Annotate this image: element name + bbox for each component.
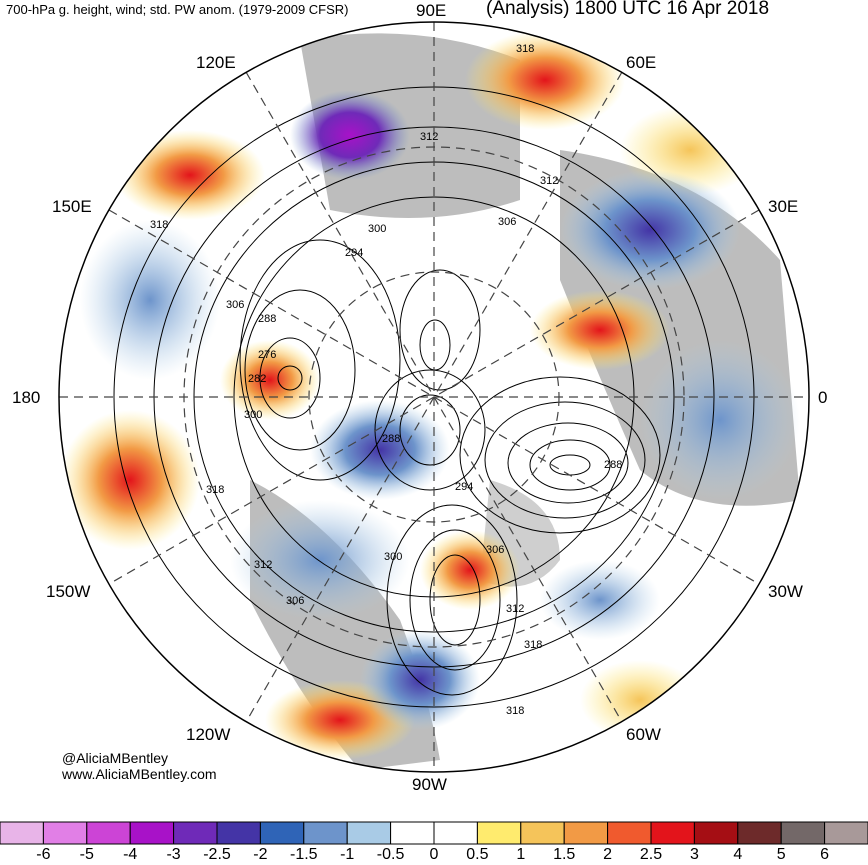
colorbar: [0, 821, 868, 845]
map-field: [59, 22, 809, 772]
colorbar-tick-label: -3: [166, 846, 181, 863]
contour-label: 312: [540, 175, 558, 187]
lon-label-120e: 120E: [196, 53, 236, 72]
graticule: [59, 22, 809, 772]
colorbar-tick-label: -1.5: [290, 846, 318, 863]
colorbar-tick-label: -2.5: [203, 846, 231, 863]
contour-label: 312: [420, 131, 438, 143]
colorbar-swatch: [216, 821, 261, 845]
colorbar-tick-label: 0.5: [466, 846, 489, 863]
contour-labels: 318 312 312 306 300 294 318 306 288 276 …: [150, 43, 622, 717]
colorbar-swatch: [607, 821, 652, 845]
contour-label: 288: [382, 433, 400, 445]
colorbar-swatch: [737, 821, 782, 845]
contour-label: 306: [286, 595, 304, 607]
contour-label: 300: [244, 409, 262, 421]
contour-label: 306: [486, 544, 504, 556]
colorbar-swatch: [129, 821, 175, 845]
colorbar-tick-label: 0: [429, 846, 439, 863]
map-boundary: [58, 21, 810, 773]
lon-label-30e: 30E: [768, 197, 798, 216]
lon-label-150e: 150E: [52, 197, 92, 216]
left-title: 700-hPa g. height, wind; std. PW anom. (…: [6, 2, 349, 17]
colorbar-tick-label: 1: [516, 846, 526, 863]
lon-label-90e: 90E: [416, 1, 446, 20]
contour-label: 276: [258, 349, 276, 361]
colorbar-tick-label: 1.5: [553, 846, 576, 863]
colorbar-swatch: [693, 821, 739, 845]
contour-label: 300: [368, 223, 386, 235]
colorbar-swatch: [86, 821, 131, 845]
right-title: (Analysis) 1800 UTC 16 Apr 2018: [486, 0, 770, 19]
contour-label: 318: [524, 639, 542, 651]
contour-label: 306: [226, 299, 244, 311]
colorbar-swatch: [650, 821, 695, 845]
lon-label-120w: 120W: [186, 725, 230, 744]
lon-label-150w: 150W: [46, 582, 90, 601]
contour-label: 294: [455, 481, 473, 493]
colorbar-tick-label: -5: [79, 846, 94, 863]
colorbar-swatch: [42, 821, 88, 845]
colorbar-swatch: [520, 821, 565, 845]
colorbar-tick-label: 5: [776, 846, 786, 863]
credit-website: www.AliciaMBentley.com: [62, 766, 217, 782]
contour-label: 288: [258, 313, 276, 325]
colorbar-tick-label: -6: [36, 846, 51, 863]
colorbar-tick-label: 3: [689, 846, 699, 863]
colorbar-swatch: [563, 821, 609, 845]
lon-label-60e: 60E: [626, 53, 656, 72]
contour-label: 312: [254, 559, 272, 571]
contour-label: 318: [516, 43, 534, 55]
contour-label: 306: [498, 216, 516, 228]
contour-label: 288: [604, 459, 622, 471]
contour-label: 300: [384, 551, 402, 563]
contour-label: 318: [506, 705, 524, 717]
lon-label-90w: 90W: [412, 775, 447, 794]
colorbar-tick-label: 2: [603, 846, 613, 863]
colorbar-swatch: [259, 821, 305, 845]
colorbar-swatch: [303, 821, 348, 845]
colorbar-swatch: [824, 821, 868, 845]
colorbar-tick-label: -2: [253, 846, 268, 863]
lon-label-30w: 30W: [768, 582, 803, 601]
colorbar-tick-label: -4: [123, 846, 138, 863]
lon-label-180: 180: [12, 388, 40, 407]
colorbar-tick-label: -1: [340, 846, 355, 863]
contour-label: 312: [506, 603, 524, 615]
colorbar-tick-label: -0.5: [376, 846, 405, 863]
lon-label-60w: 60W: [626, 725, 661, 744]
colorbar-swatch: [390, 821, 435, 845]
contour-label: 318: [206, 484, 224, 496]
credit-handle: @AliciaMBentley: [62, 750, 169, 766]
colorbar-tick-label: 6: [820, 846, 830, 863]
contour-label: 294: [345, 247, 363, 259]
colorbar-swatch: [346, 821, 392, 845]
contour-label: 318: [150, 219, 168, 231]
colorbar-tick-label: 4: [733, 846, 743, 863]
colorbar-swatch: [433, 821, 478, 845]
colorbar-swatch: [780, 821, 826, 845]
longitude-labels: 90E 60E 120E 30E 150E 180 0 150W 30W 120…: [12, 1, 827, 794]
colorbar-tick-label: 2.5: [639, 846, 663, 863]
colorbar-swatch: [0, 821, 44, 845]
contour-label: 282: [248, 373, 266, 385]
colorbar-swatch: [476, 821, 522, 845]
lon-label-0: 0: [818, 388, 827, 407]
colorbar-swatch: [173, 821, 218, 845]
